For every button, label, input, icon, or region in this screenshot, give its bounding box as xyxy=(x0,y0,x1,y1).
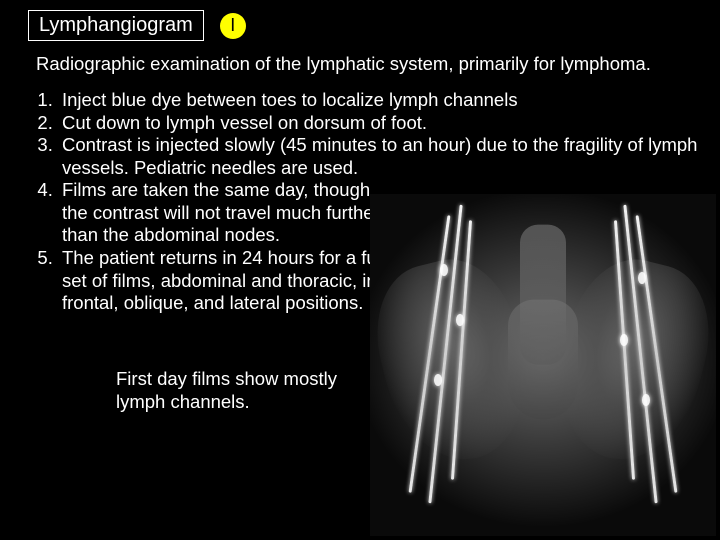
step-3: Contrast is injected slowly (45 minutes … xyxy=(58,134,698,179)
lymph-node xyxy=(620,334,628,346)
title-text: Lymphangiogram xyxy=(39,14,193,36)
lymph-node xyxy=(638,272,646,284)
step-4: Films are taken the same day, though the… xyxy=(58,179,398,247)
step-2: Cut down to lymph vessel on dorsum of fo… xyxy=(58,112,698,135)
badge-letter: I xyxy=(230,15,235,36)
image-caption: First day films show mostly lymph channe… xyxy=(116,368,376,413)
lymph-node xyxy=(642,394,650,406)
step-5: The patient returns in 24 hours for a fu… xyxy=(58,247,398,315)
lymph-node xyxy=(434,374,442,386)
title-box: Lymphangiogram xyxy=(28,10,204,41)
step-1: Inject blue dye between toes to localize… xyxy=(58,89,698,112)
contrast-badge: I xyxy=(220,13,246,39)
lymphangiogram-radiograph xyxy=(370,194,716,536)
sacrum xyxy=(508,299,578,419)
description-text: Radiographic examination of the lymphati… xyxy=(0,41,720,75)
lymph-node xyxy=(440,264,448,276)
pelvis-outline xyxy=(393,231,693,511)
lymph-node xyxy=(456,314,464,326)
